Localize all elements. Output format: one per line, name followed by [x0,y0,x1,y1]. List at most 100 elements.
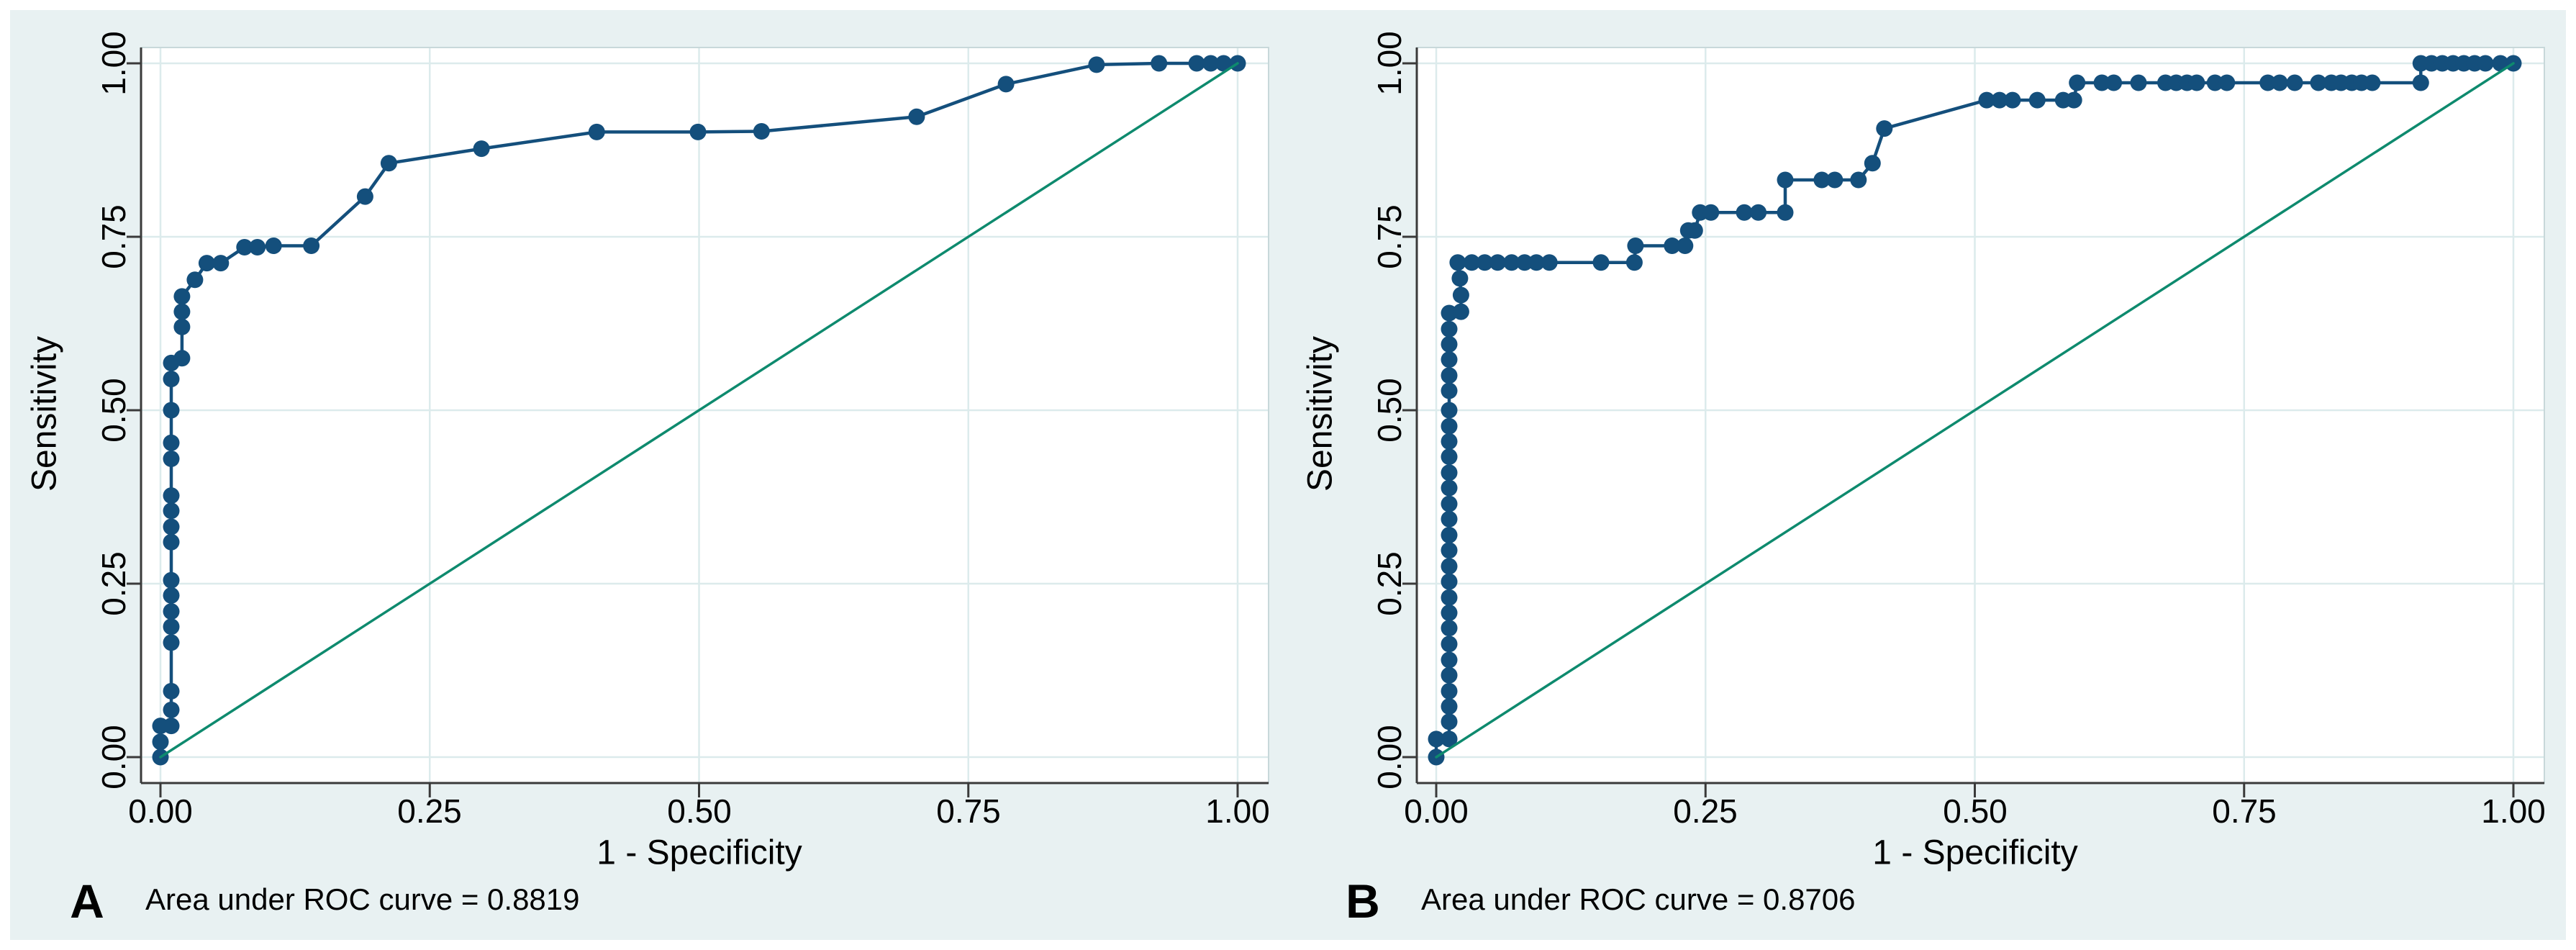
roc-data-point [163,587,180,604]
x-axis-tick-label: 0.75 [2212,792,2277,830]
y-axis-title: Sensitivity [25,335,64,492]
roc-data-point [1441,479,1458,497]
roc-data-point [163,451,180,467]
roc-data-point [1686,222,1703,239]
roc-data-point [2069,74,2086,91]
roc-data-point [1441,320,1458,338]
roc-data-point [1826,171,1843,189]
roc-data-point [1441,620,1458,637]
roc-data-point [1441,433,1458,450]
roc-data-point [1441,651,1458,669]
roc-data-point [2364,74,2381,91]
roc-data-point [163,371,180,388]
roc-data-point [173,318,191,335]
roc-data-point [753,123,770,140]
roc-data-point [163,533,180,551]
panel-letter: A [70,874,104,928]
roc-data-point [1441,666,1458,684]
roc-data-point [1449,254,1466,271]
roc-data-point [249,239,266,255]
roc-data-point [1441,367,1458,384]
y-axis-tick-label: 0.25 [95,551,132,616]
roc-data-point [1441,448,1458,466]
roc-data-point [2105,74,2123,91]
y-axis-tick-label: 0.50 [1371,378,1408,443]
roc-data-point [163,701,180,718]
auc-annotation: Area under ROC curve = 0.8706 [1421,882,1856,916]
roc-data-point [2412,74,2429,91]
roc-data-point [356,188,373,205]
roc-data-point [2218,74,2236,91]
roc-data-point [2004,91,2021,109]
roc-data-point [1441,730,1458,748]
roc-data-point [1850,171,1867,189]
roc-data-point [1441,417,1458,435]
roc-data-point [1188,55,1205,72]
roc-data-point [1088,56,1105,73]
y-axis-tick-label: 1.00 [1371,31,1408,96]
roc-data-point [163,402,180,419]
roc-data-point [2310,74,2327,91]
roc-data-point [1441,558,1458,575]
roc-data-point [1428,730,1445,748]
roc-data-point [2188,74,2205,91]
roc-data-point [173,288,191,305]
roc-data-point [1441,351,1458,368]
roc-data-point [1625,254,1643,271]
roc-data-point [1441,495,1458,512]
roc-data-point [1876,120,1893,137]
roc-data-point [2093,74,2110,91]
roc-data-point [2492,55,2509,72]
roc-data-point [212,255,230,272]
roc-data-point [152,733,169,751]
roc-data-point [2028,91,2046,109]
roc-data-point [163,634,180,651]
roc-data-point [1592,254,1610,271]
roc-data-point [163,618,180,635]
roc-data-point [1441,573,1458,590]
x-axis-tick-label: 0.25 [1673,792,1738,830]
roc-data-point [163,603,180,620]
x-axis-tick-label: 0.00 [1404,792,1469,830]
roc-data-point [163,518,180,535]
roc-data-point [1664,238,1681,254]
roc-data-point [163,502,180,520]
roc-data-point [380,155,397,172]
roc-data-point [173,350,191,367]
roc-data-point [1441,382,1458,399]
x-axis-title: 1 - Specificity [1872,833,2078,872]
roc-data-point [1441,464,1458,481]
x-axis-tick-label: 0.50 [1943,792,2008,830]
roc-data-point [1528,254,1545,271]
roc-data-point [198,255,215,272]
roc-data-point [1441,682,1458,700]
roc-data-point [2065,91,2082,109]
roc-data-point [1452,286,1469,304]
reference-diagonal-line [1435,62,2515,759]
roc-data-point [1202,55,1220,72]
plot-area [141,48,1269,783]
roc-data-point [1489,254,1506,271]
roc-data-point [1991,91,2008,109]
y-axis-tick-label: 0.50 [95,378,132,443]
roc-data-point [1441,542,1458,559]
y-axis-tick-label: 0.75 [1371,204,1408,269]
y-axis-tick-label: 0.75 [95,204,132,269]
x-axis-tick-label: 0.50 [667,792,732,830]
roc-data-point [1441,698,1458,715]
roc-data-point [1441,589,1458,606]
roc-data-point [1864,155,1881,172]
roc-data-point [1441,605,1458,621]
roc-data-point [689,123,707,140]
x-axis-tick-label: 0.75 [936,792,1001,830]
y-axis-title: Sensitivity [1301,335,1340,492]
auc-annotation: Area under ROC curve = 0.8819 [145,882,580,916]
roc-data-point [473,140,490,158]
roc-data-point [1978,91,1995,109]
y-axis-tick-label: 0.00 [95,725,132,790]
roc-data-point [1541,254,1558,271]
x-axis-tick-label: 0.25 [397,792,462,830]
panel-letter: B [1346,874,1380,928]
roc-data-point [1441,402,1458,419]
